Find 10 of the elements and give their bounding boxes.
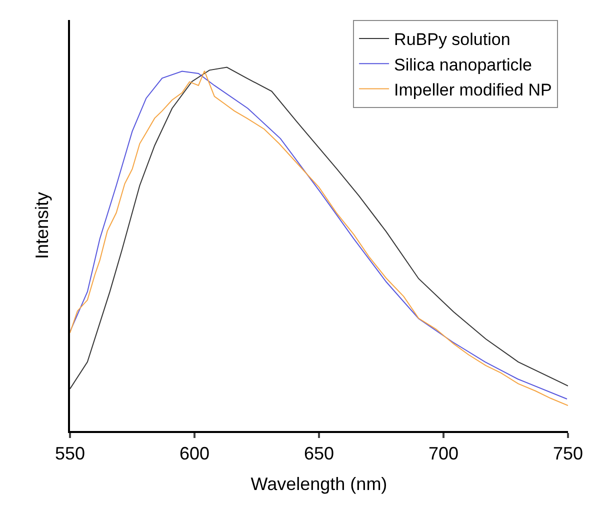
x-tick-label: 600 (179, 443, 210, 464)
legend-label: RuBPy solution (394, 30, 510, 50)
x-tick-label: 750 (552, 443, 584, 464)
x-tick-label: 700 (428, 443, 459, 464)
y-axis-title: Intensity (32, 192, 52, 260)
legend-label: Impeller modified NP (394, 80, 552, 100)
x-tick-label: 550 (54, 443, 86, 464)
x-axis-title: Wavelength (nm) (250, 474, 388, 494)
legend-label: Silica nanoparticle (394, 55, 532, 74)
x-tick-label: 650 (304, 443, 334, 464)
